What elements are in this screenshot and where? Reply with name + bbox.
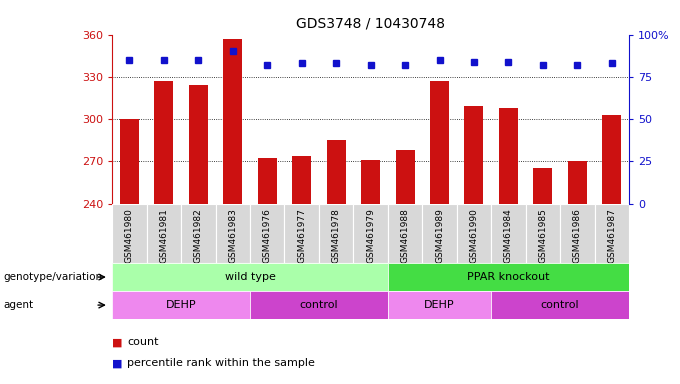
Text: GSM461977: GSM461977: [297, 208, 306, 263]
Text: DEHP: DEHP: [424, 300, 455, 310]
Text: ■: ■: [112, 358, 126, 368]
Bar: [292, 156, 311, 204]
Text: GSM461988: GSM461988: [401, 208, 409, 263]
Text: genotype/variation: genotype/variation: [3, 272, 103, 282]
Text: ■: ■: [112, 337, 126, 347]
Bar: [491, 291, 629, 319]
Text: GSM461989: GSM461989: [435, 208, 444, 263]
Title: GDS3748 / 10430748: GDS3748 / 10430748: [296, 17, 445, 31]
Text: PPAR knockout: PPAR knockout: [467, 272, 549, 282]
Bar: [112, 291, 250, 319]
Bar: [396, 150, 415, 204]
Text: GSM461981: GSM461981: [159, 208, 169, 263]
Bar: [464, 106, 483, 204]
Text: percentile rank within the sample: percentile rank within the sample: [127, 358, 315, 368]
Text: GSM461987: GSM461987: [607, 208, 616, 263]
Bar: [361, 160, 380, 204]
Text: GSM461985: GSM461985: [539, 208, 547, 263]
Bar: [250, 204, 284, 263]
Bar: [388, 291, 491, 319]
Text: agent: agent: [3, 300, 33, 310]
Text: GSM461980: GSM461980: [125, 208, 134, 263]
Text: GSM461986: GSM461986: [573, 208, 582, 263]
Bar: [388, 204, 422, 263]
Bar: [354, 204, 388, 263]
Bar: [326, 140, 345, 204]
Bar: [250, 291, 388, 319]
Bar: [189, 85, 208, 204]
Bar: [112, 204, 147, 263]
Bar: [499, 108, 518, 204]
Bar: [258, 159, 277, 204]
Bar: [430, 81, 449, 204]
Text: count: count: [127, 337, 158, 347]
Bar: [154, 81, 173, 204]
Bar: [491, 204, 526, 263]
Text: GSM461979: GSM461979: [366, 208, 375, 263]
Bar: [120, 119, 139, 204]
Bar: [181, 204, 216, 263]
Text: GSM461982: GSM461982: [194, 208, 203, 263]
Text: GSM461978: GSM461978: [332, 208, 341, 263]
Bar: [112, 263, 388, 291]
Text: DEHP: DEHP: [166, 300, 197, 310]
Text: GSM461976: GSM461976: [262, 208, 272, 263]
Bar: [284, 204, 319, 263]
Bar: [223, 39, 242, 204]
Bar: [560, 204, 594, 263]
Text: control: control: [541, 300, 579, 310]
Bar: [533, 168, 552, 204]
Bar: [422, 204, 457, 263]
Text: GSM461983: GSM461983: [228, 208, 237, 263]
Bar: [319, 204, 354, 263]
Text: wild type: wild type: [224, 272, 275, 282]
Bar: [457, 204, 491, 263]
Bar: [216, 204, 250, 263]
Bar: [147, 204, 181, 263]
Text: GSM461984: GSM461984: [504, 208, 513, 263]
Text: GSM461990: GSM461990: [469, 208, 479, 263]
Text: control: control: [300, 300, 338, 310]
Bar: [388, 263, 629, 291]
Bar: [568, 161, 587, 204]
Bar: [594, 204, 629, 263]
Bar: [526, 204, 560, 263]
Bar: [602, 115, 622, 204]
